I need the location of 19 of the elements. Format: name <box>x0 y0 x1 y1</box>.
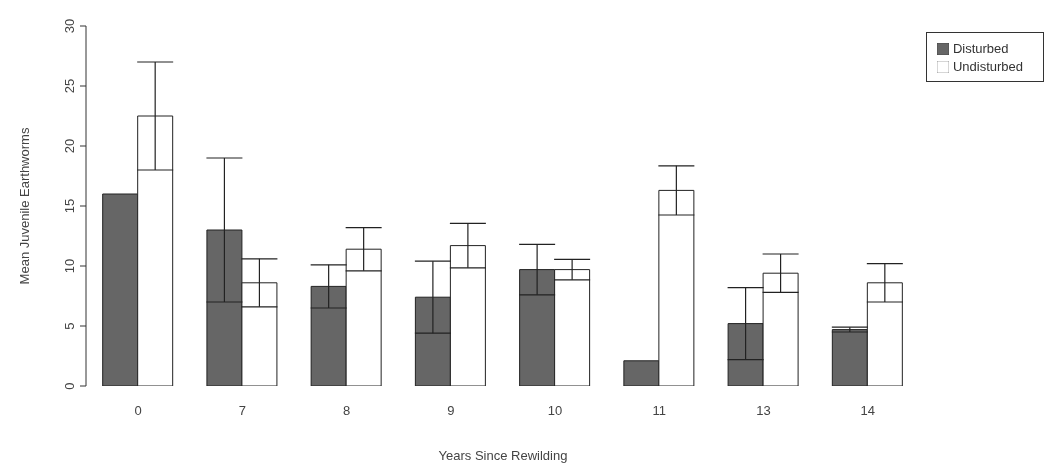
x-tick-label: 11 <box>652 403 667 419</box>
y-tick-label: 0 <box>62 382 77 390</box>
y-tick-label: 25 <box>62 78 77 94</box>
x-tick-label: 10 <box>547 403 563 419</box>
y-tick-label: 20 <box>62 138 77 154</box>
y-tick-label: 10 <box>62 258 77 274</box>
x-tick-label: 13 <box>756 403 771 419</box>
y-tick-label: 30 <box>62 18 77 34</box>
x-tick-label: 7 <box>238 403 246 419</box>
legend-label: Undisturbed <box>952 59 1023 74</box>
x-axis-title: Years Since Rewilding <box>438 448 568 463</box>
legend-label: Disturbed <box>952 41 1009 56</box>
x-tick-label: 0 <box>134 403 142 419</box>
y-tick-label: 15 <box>62 198 77 214</box>
y-axis-title: Mean Juvenile Earthworms <box>16 127 32 285</box>
y-tick-label: 5 <box>62 322 77 330</box>
x-tick-label: 8 <box>342 403 351 419</box>
x-tick-label: 14 <box>860 403 876 419</box>
x-tick-label: 9 <box>447 403 455 419</box>
